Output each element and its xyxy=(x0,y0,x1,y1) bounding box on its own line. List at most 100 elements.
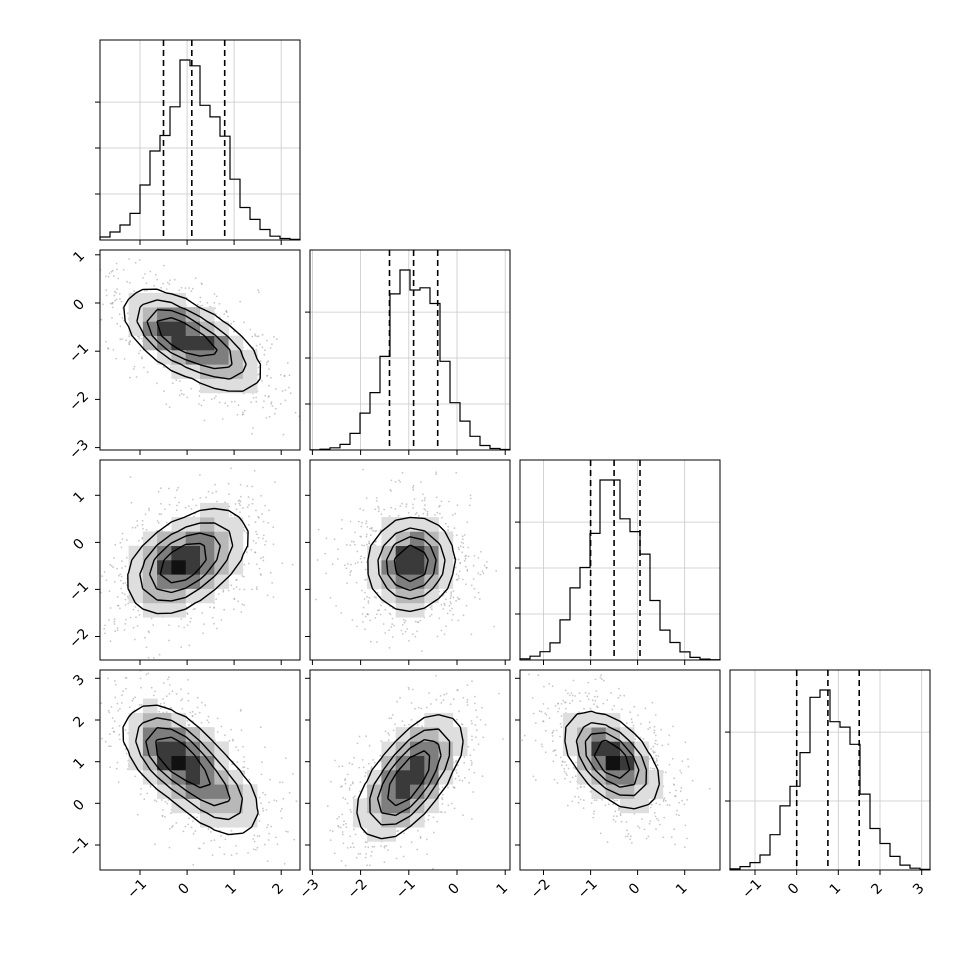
scatter-point xyxy=(471,680,473,683)
density-cell xyxy=(214,812,229,828)
scatter-point xyxy=(651,701,654,704)
scatter-point xyxy=(333,538,336,541)
scatter-point xyxy=(91,590,93,592)
scatter-point xyxy=(186,719,189,722)
scatter-point xyxy=(139,677,142,680)
scatter-point xyxy=(355,625,358,628)
density-cell xyxy=(200,531,215,546)
scatter-point xyxy=(230,829,233,832)
scatter-point xyxy=(285,757,287,760)
scatter-point xyxy=(391,623,394,625)
scatter-point xyxy=(268,509,270,512)
scatter-point xyxy=(680,771,683,774)
scatter-point xyxy=(466,704,469,706)
scatter-point xyxy=(421,499,424,502)
scatter-point xyxy=(457,775,460,777)
scatter-point xyxy=(662,800,665,803)
scatter-point xyxy=(230,728,233,731)
scatter-point xyxy=(469,494,472,497)
density-cell xyxy=(228,350,244,365)
scatter-point xyxy=(102,303,104,306)
scatter-point xyxy=(526,515,528,517)
scatter-point xyxy=(346,563,349,565)
scatter-point xyxy=(639,723,642,725)
scatter-point xyxy=(469,754,472,757)
scatter-point xyxy=(255,400,258,403)
scatter-point xyxy=(96,713,98,715)
scatter-point xyxy=(95,653,97,655)
scatter-point xyxy=(199,300,202,303)
scatter-point xyxy=(654,714,657,716)
scatter-point xyxy=(258,813,261,816)
scatter-point xyxy=(467,546,470,549)
scatter-point xyxy=(295,894,297,896)
scatter-point xyxy=(218,846,221,849)
scatter-point xyxy=(453,807,456,810)
scatter-point xyxy=(188,724,191,726)
scatter-point xyxy=(401,502,403,505)
scatter-point xyxy=(662,836,665,839)
scatter-point xyxy=(135,616,137,619)
scatter-point xyxy=(390,717,393,720)
scatter-point xyxy=(361,613,364,615)
scatter-point xyxy=(414,513,417,516)
scatter-point xyxy=(380,604,382,607)
scatter-point xyxy=(105,340,107,343)
scatter-point xyxy=(400,629,403,632)
scatter-point xyxy=(637,825,639,827)
scatter-point xyxy=(187,692,190,695)
scatter-point xyxy=(137,671,139,673)
scatter-point xyxy=(377,510,380,513)
scatter-point xyxy=(189,620,192,623)
scatter-point xyxy=(481,570,484,573)
scatter-point xyxy=(207,721,210,724)
scatter-point xyxy=(339,826,342,829)
scatter-point xyxy=(391,714,394,716)
scatter-point xyxy=(365,578,368,581)
scatter-point xyxy=(236,413,239,416)
scatter-point xyxy=(678,801,681,804)
scatter-point xyxy=(160,513,163,515)
scatter-point xyxy=(134,696,137,699)
scatter-point xyxy=(111,317,113,319)
scatter-point xyxy=(362,468,364,471)
scatter-point xyxy=(432,831,435,834)
scatter-point xyxy=(119,738,121,741)
scatter-point xyxy=(472,791,475,793)
scatter-point xyxy=(678,814,680,817)
scatter-point xyxy=(375,500,378,502)
scatter-point xyxy=(564,701,566,704)
scatter-point xyxy=(137,609,140,612)
scatter-point xyxy=(346,847,349,849)
density-cell xyxy=(214,517,229,532)
scatter-point xyxy=(663,797,666,799)
scatter-point xyxy=(187,679,190,681)
scatter-point xyxy=(111,269,114,272)
scatter-point xyxy=(441,516,443,519)
scatter-point xyxy=(265,363,268,366)
scatter-point xyxy=(133,290,136,292)
scatter-point xyxy=(405,503,408,506)
scatter-point xyxy=(276,843,279,846)
scatter-point xyxy=(164,800,167,803)
scatter-point xyxy=(273,799,276,802)
scatter-point xyxy=(383,845,386,848)
scatter-point xyxy=(371,850,373,853)
scatter-point xyxy=(121,592,124,594)
scatter-point xyxy=(198,847,200,850)
scatter-point xyxy=(363,544,366,547)
scatter-point xyxy=(138,336,141,338)
scatter-point xyxy=(303,771,305,773)
scatter-point xyxy=(452,613,455,616)
scatter-point xyxy=(587,681,590,684)
scatter-point xyxy=(495,570,498,572)
scatter-point xyxy=(342,842,345,845)
scatter-point xyxy=(258,820,261,823)
density-cell xyxy=(142,574,158,589)
scatter-point xyxy=(435,471,438,474)
scatter-point xyxy=(352,540,355,543)
scatter-point xyxy=(279,402,282,405)
scatter-point xyxy=(654,815,657,818)
scatter-point xyxy=(419,835,422,838)
scatter-point xyxy=(401,624,404,626)
